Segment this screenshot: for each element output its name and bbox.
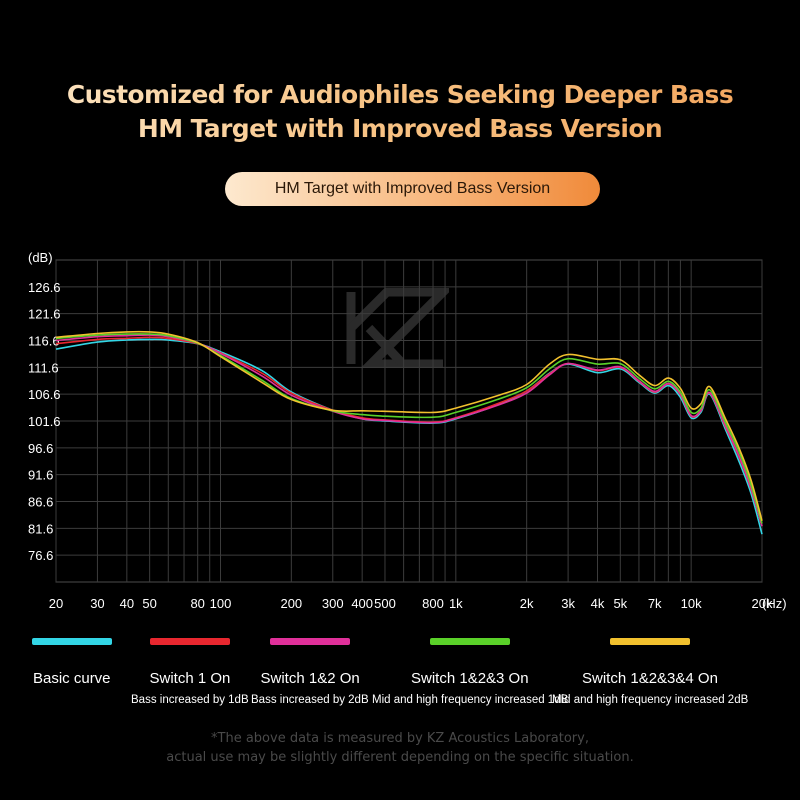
headline-line-1: Customized for Audiophiles Seeking Deepe… xyxy=(0,80,800,109)
x-tick-label: 300 xyxy=(322,596,344,611)
x-tick-label: 200 xyxy=(280,596,302,611)
footnote-line-1: *The above data is measured by KZ Acoust… xyxy=(211,731,589,746)
y-tick-label: 101.6 xyxy=(28,414,61,429)
y-tick-label: 86.6 xyxy=(28,495,53,510)
legend-label-0: Basic curve xyxy=(33,670,111,687)
x-tick-label: 5k xyxy=(613,596,627,611)
legend-swatch-4 xyxy=(610,638,690,645)
y-tick-label: 121.6 xyxy=(28,307,61,322)
series-line-0 xyxy=(55,338,763,535)
x-tick-label: 50 xyxy=(142,596,156,611)
x-tick-label: 3k xyxy=(561,596,575,611)
frequency-response-chart: 126.6 121.6 116.6 111.6 106.6 101.6 96.6 91.6 86… xyxy=(28,250,787,611)
x-tick-label: 7k xyxy=(648,596,662,611)
y-tick-label: 116.6 xyxy=(28,334,60,349)
y-tick-label: 111.6 xyxy=(28,360,59,375)
x-tick-label: 20k xyxy=(752,596,773,611)
x-tick-label: 400 xyxy=(351,596,373,611)
y-tick-label: 106.6 xyxy=(28,387,61,402)
x-tick-label: 1k xyxy=(449,596,463,611)
legend-swatch-3 xyxy=(430,638,510,645)
x-tick-label: 30 xyxy=(90,596,104,611)
x-tick-label: 4k xyxy=(591,596,605,611)
y-tick-label: 126.6 xyxy=(28,280,61,295)
series-line-1 xyxy=(55,336,763,527)
x-tick-label: 20 xyxy=(49,596,63,611)
legend-label-2: Switch 1&2 On xyxy=(260,670,360,687)
chart-grid xyxy=(55,259,763,583)
y-tick-label: 76.6 xyxy=(28,548,53,563)
y-axis-unit: (dB) xyxy=(28,250,53,265)
footnote-line-2: actual use may be slightly different dep… xyxy=(166,750,634,765)
legend-swatch-0 xyxy=(32,638,112,645)
legend-sub-2: Bass increased by 2dB xyxy=(251,694,369,706)
x-tick-label: 10k xyxy=(681,596,702,611)
legend-swatch-1 xyxy=(150,638,230,645)
legend-swatch-2 xyxy=(270,638,350,645)
x-tick-label: 80 xyxy=(190,596,204,611)
y-tick-label: 91.6 xyxy=(28,468,53,483)
series-layer xyxy=(55,330,763,535)
legend-label-3: Switch 1&2&3 On xyxy=(411,670,529,687)
x-tick-label: 40 xyxy=(120,596,134,611)
x-axis-unit: (Hz) xyxy=(762,596,787,611)
target-pill: HM Target with Improved Bass Version xyxy=(225,172,600,206)
legend-sub-4: Mid and high frequency increased 2dB xyxy=(552,694,749,706)
x-tick-labels: 20 30 40 50 80 100 200 300 400 500 800 1k 2k 3k 4k 5k 7k… xyxy=(49,596,773,611)
headline-line-2: HM Target with Improved Bass Version xyxy=(0,114,800,143)
series-line-4 xyxy=(55,330,763,522)
series-line-2 xyxy=(55,334,763,527)
x-tick-label: 2k xyxy=(520,596,534,611)
y-tick-label: 96.6 xyxy=(28,441,53,456)
series-line-3 xyxy=(55,333,763,524)
legend-label-4: Switch 1&2&3&4 On xyxy=(582,670,718,687)
x-tick-label: 100 xyxy=(210,596,232,611)
y-tick-labels: 126.6 121.6 116.6 111.6 106.6 101.6 96.6 91.6 86… xyxy=(28,280,61,563)
legend-label-1: Switch 1 On xyxy=(149,670,231,687)
y-tick-label: 81.6 xyxy=(28,521,53,536)
legend-sub-1: Bass increased by 1dB xyxy=(131,694,249,706)
x-tick-label: 500 xyxy=(374,596,396,611)
x-tick-label: 800 xyxy=(422,596,444,611)
legend-sub-3: Mid and high frequency increased 1dB xyxy=(372,694,569,706)
